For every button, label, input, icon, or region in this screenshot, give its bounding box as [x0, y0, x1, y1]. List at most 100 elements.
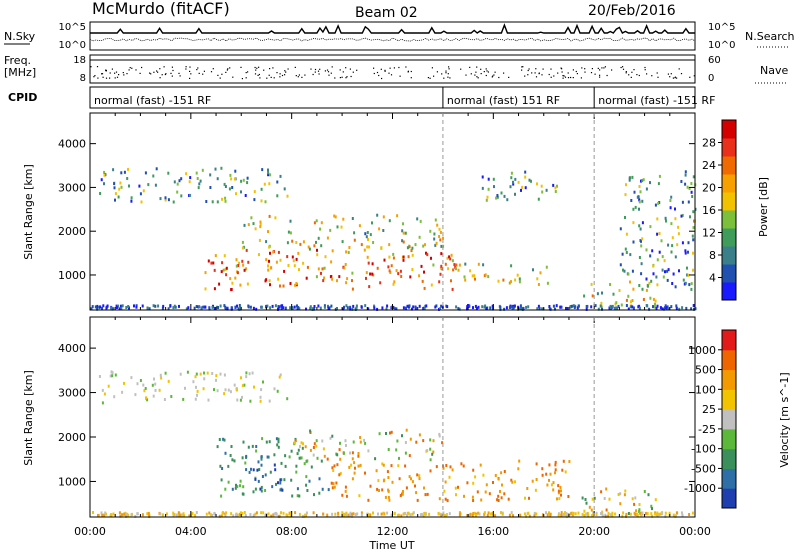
power-cell — [577, 304, 580, 308]
power-cell — [259, 222, 262, 226]
nave-point — [508, 76, 510, 78]
power-cell — [686, 185, 689, 189]
power-cell — [536, 307, 539, 311]
power-cell — [246, 282, 249, 286]
power-cell — [330, 260, 333, 264]
colorbar-swatch — [722, 174, 736, 193]
velocity-cell — [390, 430, 393, 434]
power-cell — [499, 307, 502, 311]
power-cell — [421, 279, 424, 283]
velocity-cell — [559, 486, 562, 489]
velocity-cell — [512, 514, 514, 518]
power-cell — [450, 253, 453, 257]
velocity-cell — [213, 388, 215, 392]
power-cell — [127, 305, 130, 308]
power-cell — [674, 285, 677, 289]
velocity-cell — [557, 491, 560, 495]
velocity-cell — [298, 456, 301, 460]
velocity-cell — [590, 508, 593, 512]
power-cell — [519, 307, 522, 311]
power-cell — [532, 268, 534, 272]
nave-point — [197, 67, 199, 69]
nave-point — [161, 74, 163, 76]
power-cell — [524, 170, 527, 174]
velocity-colorbar-label: Velocity [m s^-1] — [778, 372, 791, 467]
power-cell — [392, 306, 395, 309]
velocity-cell — [423, 511, 426, 515]
power-cell — [334, 307, 337, 311]
colorbar-swatch — [722, 428, 736, 450]
power-cell — [120, 171, 123, 175]
power-cell — [471, 274, 474, 278]
power-cell — [223, 182, 226, 186]
nave-point — [350, 75, 352, 78]
power-cell — [313, 221, 316, 225]
power-cell — [521, 185, 524, 189]
nave-point — [622, 68, 625, 70]
nave-point — [298, 74, 300, 76]
power-cell — [126, 177, 129, 180]
power-cell — [213, 268, 216, 272]
velocity-cell — [600, 490, 603, 494]
power-cell — [154, 183, 157, 187]
velocity-cell — [474, 514, 477, 518]
power-cell — [243, 268, 246, 272]
velocity-cell — [367, 449, 370, 453]
power-cell — [164, 198, 167, 202]
nave-point — [281, 74, 284, 77]
power-cell — [351, 287, 354, 291]
x-axis-label: Time UT — [368, 539, 414, 552]
power-cell — [424, 243, 426, 247]
nave-point — [599, 74, 601, 76]
nave-point — [689, 76, 691, 78]
velocity-cell — [641, 511, 644, 515]
velocity-cell — [278, 514, 281, 518]
velocity-cell — [336, 453, 339, 457]
colorbar-tick-label: 24 — [702, 159, 716, 172]
power-cell — [666, 278, 669, 282]
power-cell — [147, 183, 150, 187]
power-cell — [554, 190, 557, 193]
velocity-cell — [196, 393, 198, 397]
velocity-cell — [406, 513, 408, 517]
power-cell — [601, 291, 603, 295]
nave-point — [257, 74, 259, 76]
velocity-cell — [327, 488, 330, 492]
nave-point — [405, 66, 407, 68]
power-cell — [425, 251, 427, 255]
power-cell — [632, 287, 635, 291]
power-cell — [597, 307, 600, 311]
noise-series — [89, 23, 696, 42]
power-cell — [630, 300, 632, 304]
velocity-cell — [257, 460, 260, 464]
velocity-cell — [423, 486, 425, 490]
nave-point — [584, 68, 586, 70]
velocity-cell — [177, 511, 180, 515]
power-cell — [540, 184, 543, 188]
colorbar-tick-label: -100 — [691, 443, 716, 456]
nave-point — [294, 66, 296, 68]
velocity-cell — [404, 511, 407, 515]
power-cell — [503, 307, 506, 311]
velocity-cell — [402, 490, 404, 493]
velocity-cell — [564, 514, 567, 518]
power-cell — [674, 217, 677, 221]
power-cell — [223, 304, 226, 308]
velocity-cell — [275, 482, 277, 486]
nave-point — [202, 73, 204, 75]
velocity-cell — [501, 483, 503, 487]
power-cell — [517, 180, 520, 184]
power-cell — [216, 177, 219, 181]
velocity-cell — [444, 480, 447, 484]
nave-point — [115, 71, 118, 73]
velocity-cell — [524, 496, 526, 500]
velocity-cell — [554, 460, 557, 464]
velocity-cell — [182, 512, 185, 516]
nave-point — [339, 69, 341, 71]
velocity-cell — [305, 483, 308, 487]
power-cell — [638, 185, 641, 188]
velocity-cell — [147, 511, 150, 515]
power-cell — [235, 192, 237, 196]
velocity-cell — [318, 477, 321, 481]
nave-point — [485, 74, 487, 77]
